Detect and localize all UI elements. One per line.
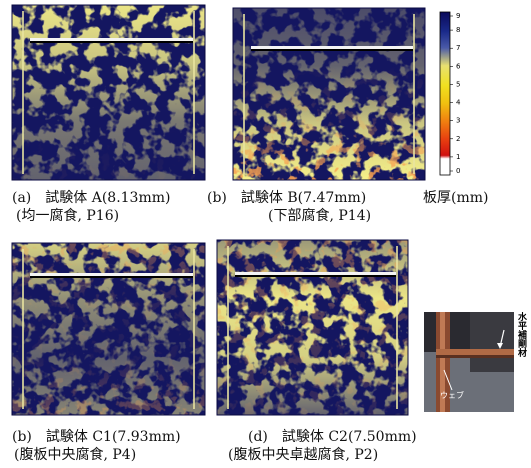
caption: (a) 試験体 A(8.13mm): [12, 190, 170, 206]
colorbar-tick-label: 4: [456, 99, 461, 107]
colorbar-ticks: 9 8 7 6 5 4 3 2 1 0: [450, 12, 461, 175]
colorbar-tick-label: 0: [456, 167, 460, 175]
thickness-map: [233, 8, 425, 180]
caption: (b) 試験体 B(7.47mm): [207, 190, 366, 206]
photo-label: 水平補剛材: [516, 311, 528, 358]
photo: ウェブ: [424, 312, 514, 412]
colorbar-tick-label: 6: [456, 62, 461, 70]
colorbar-tick-label: 9: [456, 12, 460, 20]
caption-note: (腹板中央腐食, P4): [14, 446, 136, 463]
caption: (b) 試験体 C1(7.93mm): [12, 429, 181, 445]
colorbar-tick-label: 3: [456, 117, 460, 125]
thickness-map: [217, 240, 408, 415]
caption-note: (下部腐食, P14): [268, 207, 371, 224]
caption-note: (腹板中央卓越腐食, P2): [228, 446, 378, 463]
colorbar-tick-label: 8: [456, 26, 460, 34]
colorbar-tick-label: 1: [456, 153, 460, 161]
photo-label: ウェブ: [440, 390, 464, 400]
colorbar-tick-label: 2: [456, 135, 460, 143]
caption-note: (均一腐食, P16): [16, 207, 119, 224]
colorbar-tick-label: 7: [456, 44, 460, 52]
colorbar: [440, 12, 450, 175]
colorbar-unit: 板厚(mm): [423, 190, 488, 206]
thickness-map: [12, 243, 205, 415]
caption: (d) 試験体 C2(7.50mm): [248, 429, 417, 445]
colorbar-tick-label: 5: [456, 80, 460, 88]
thickness-map: [12, 5, 205, 180]
figure: 9 8 7 6 5 4 3 2 1 0 (a) 試験体 A(8.13mm) (均一腐食, P16)…: [0, 0, 531, 468]
